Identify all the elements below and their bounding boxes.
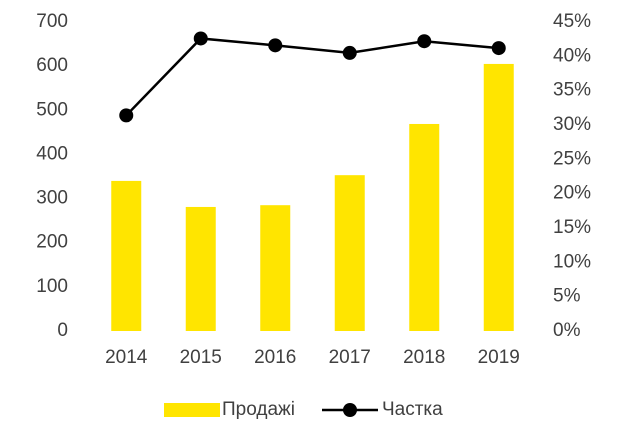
x-tick-label: 2014	[105, 347, 148, 368]
x-tick-label: 2019	[478, 347, 520, 368]
y2-tick-label: 15%	[553, 217, 591, 238]
y2-tick-label: 40%	[553, 45, 591, 66]
x-tick-label: 2017	[329, 347, 371, 368]
legend-marker	[343, 403, 357, 417]
marker	[417, 34, 432, 49]
x-tick-label: 2015	[180, 347, 222, 368]
y-tick-label: 400	[36, 143, 68, 164]
x-tick-label: 2018	[403, 347, 445, 368]
y-tick-label: 200	[36, 232, 68, 253]
bar	[111, 180, 142, 331]
marker	[119, 108, 134, 123]
y-tick-label: 0	[57, 320, 68, 341]
legend-label: Частка	[382, 399, 443, 420]
bar	[185, 206, 216, 331]
y2-tick-label: 0%	[553, 320, 581, 341]
y-tick-label: 700	[36, 11, 68, 32]
legend-swatch	[164, 403, 220, 417]
y-tick-label: 300	[36, 188, 68, 209]
x-tick-label: 2016	[254, 347, 296, 368]
bar	[334, 175, 365, 331]
y2-tick-label: 45%	[553, 11, 591, 32]
y2-tick-label: 30%	[553, 114, 591, 135]
legend-label: Продажі	[222, 399, 295, 420]
y-tick-label: 500	[36, 99, 68, 120]
marker	[342, 45, 357, 60]
line	[125, 37, 499, 117]
y2-tick-label: 20%	[553, 183, 591, 204]
y-tick-label: 600	[36, 55, 68, 76]
marker	[193, 31, 208, 46]
bar	[483, 63, 514, 331]
y2-tick-label: 25%	[553, 148, 591, 169]
y2-tick-label: 35%	[553, 80, 591, 101]
marker	[268, 38, 283, 53]
bar	[409, 123, 440, 331]
y2-tick-label: 5%	[553, 286, 581, 307]
marker	[491, 41, 506, 56]
bar	[260, 205, 291, 331]
y2-tick-label: 10%	[553, 251, 591, 272]
y-tick-label: 100	[36, 276, 68, 297]
